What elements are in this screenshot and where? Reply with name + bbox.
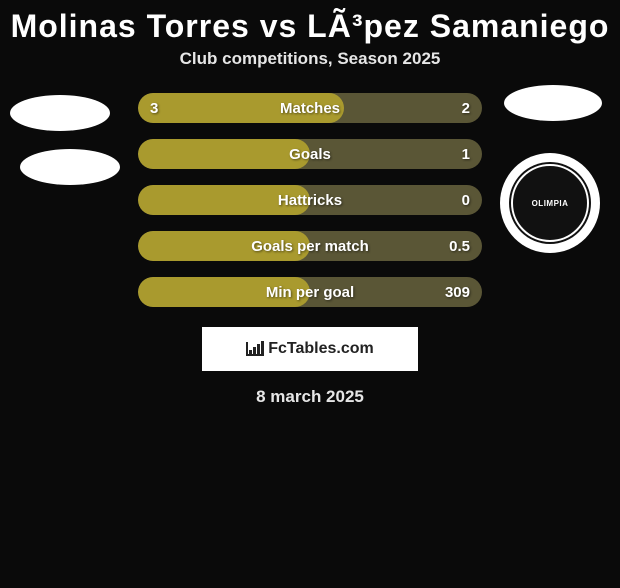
stat-label: Matches bbox=[138, 93, 482, 123]
stat-value-right: 0 bbox=[462, 185, 470, 215]
player-left-logo-1 bbox=[10, 95, 110, 131]
stat-row: 3Matches2 bbox=[138, 93, 482, 123]
stat-label: Min per goal bbox=[138, 277, 482, 307]
stat-value-right: 309 bbox=[445, 277, 470, 307]
stat-bars: 3Matches2 Goals1 Hattricks0 Goals per match… bbox=[138, 93, 482, 307]
club-badge-olimpia: OLIMPIA bbox=[500, 153, 600, 253]
date-line: 8 march 2025 bbox=[0, 387, 620, 407]
stat-row: Hattricks0 bbox=[138, 185, 482, 215]
stat-row: Goals per match0.5 bbox=[138, 231, 482, 261]
player-left-logo-2 bbox=[20, 149, 120, 185]
brand-box[interactable]: FcTables.com bbox=[202, 327, 418, 371]
stat-value-right: 2 bbox=[462, 93, 470, 123]
player-right-logo-1 bbox=[504, 85, 602, 121]
stat-value-right: 1 bbox=[462, 139, 470, 169]
subtitle: Club competitions, Season 2025 bbox=[0, 49, 620, 69]
stat-label: Hattricks bbox=[138, 185, 482, 215]
stat-label: Goals per match bbox=[138, 231, 482, 261]
stat-row: Min per goal309 bbox=[138, 277, 482, 307]
page-title: Molinas Torres vs LÃ³pez Samaniego bbox=[0, 8, 620, 45]
chart-icon bbox=[246, 342, 264, 356]
brand-label: FcTables.com bbox=[268, 340, 374, 358]
comparison-area: OLIMPIA 3Matches2 Goals1 Hattricks0 Goals p… bbox=[0, 93, 620, 407]
stat-label: Goals bbox=[138, 139, 482, 169]
stat-row: Goals1 bbox=[138, 139, 482, 169]
stat-value-right: 0.5 bbox=[449, 231, 470, 261]
